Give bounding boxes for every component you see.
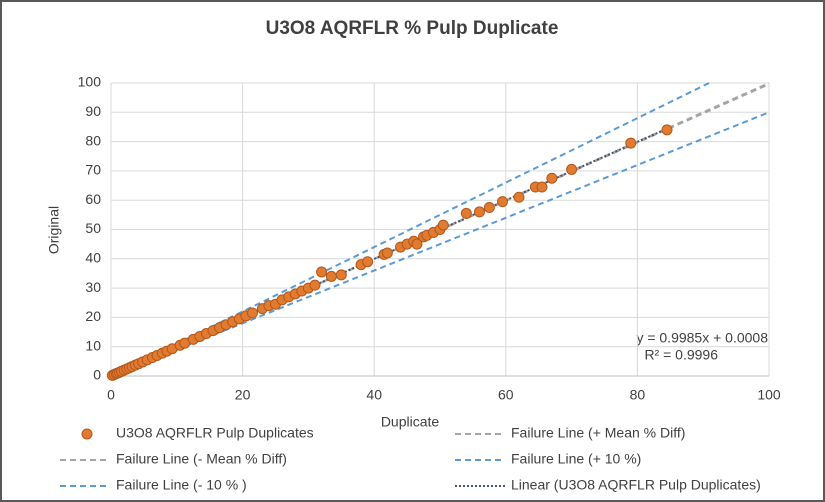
y-tick-label: 80 — [85, 132, 101, 148]
y-tick-label: 20 — [85, 308, 101, 324]
point — [513, 191, 525, 203]
x-tick-label: 80 — [630, 387, 646, 403]
y-tick-label: 50 — [85, 220, 101, 236]
y-tick-label: 10 — [85, 337, 101, 353]
point — [473, 206, 485, 218]
y-tick-label: 60 — [85, 191, 101, 207]
point — [335, 269, 347, 281]
point — [546, 172, 558, 184]
point — [661, 124, 673, 136]
point — [625, 137, 637, 149]
x-axis-label: Duplicate — [381, 414, 440, 430]
point — [246, 307, 258, 319]
chart-title: U3O8 AQRFLR % Pulp Duplicate — [266, 18, 559, 39]
point — [411, 238, 423, 250]
legend-label: Failure Line (- 10 % ) — [116, 477, 247, 493]
y-tick-label: 40 — [85, 250, 101, 266]
point — [362, 256, 374, 268]
y-tick-label: 90 — [85, 103, 101, 119]
point — [381, 247, 393, 259]
x-tick-label: 0 — [107, 387, 115, 403]
point — [460, 207, 472, 219]
x-tick-label: 40 — [366, 387, 382, 403]
x-tick-label: 60 — [498, 387, 514, 403]
y-tick-label: 30 — [85, 279, 101, 295]
equation: y = 0.9985x + 0.0008 — [636, 330, 768, 346]
point — [325, 270, 337, 282]
legend-label: Failure Line (+ 10 %) — [511, 451, 641, 467]
legend-label: Failure Line (+ Mean % Diff) — [511, 425, 685, 441]
y-axis-label: Original — [46, 206, 62, 254]
legend-label: Linear (U3O8 AQRFLR Pulp Duplicates) — [511, 477, 761, 493]
y-tick-label: 0 — [93, 367, 101, 383]
point — [316, 266, 328, 278]
x-tick-label: 100 — [757, 387, 781, 403]
y-tick-label: 70 — [85, 162, 101, 178]
point — [483, 202, 495, 214]
x-tick-label: 20 — [235, 387, 251, 403]
y-tick-label: 100 — [78, 74, 102, 90]
legend-label: U3O8 AQRFLR Pulp Duplicates — [116, 425, 314, 441]
legend-marker — [81, 428, 93, 440]
point — [566, 163, 578, 175]
point — [497, 196, 509, 208]
r-squared: R² = 0.9996 — [644, 347, 718, 363]
legend-label: Failure Line (- Mean % Diff) — [116, 451, 287, 467]
point — [309, 279, 321, 291]
line — [110, 111, 770, 377]
point — [536, 181, 548, 193]
point — [437, 219, 449, 231]
